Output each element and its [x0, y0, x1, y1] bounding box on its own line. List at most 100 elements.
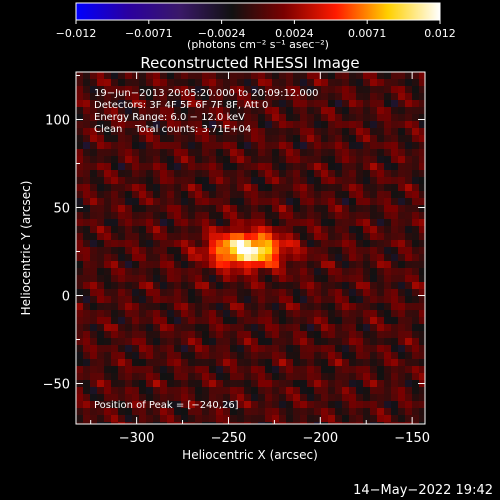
heatmap-cell	[237, 310, 244, 317]
heatmap-cell	[328, 359, 335, 366]
heatmap-cell	[195, 275, 202, 282]
heatmap-cell	[293, 191, 300, 198]
heatmap-cell	[230, 380, 237, 387]
heatmap-cell	[279, 345, 286, 352]
heatmap-cell	[153, 212, 160, 219]
heatmap-cell	[111, 142, 118, 149]
heatmap-cell	[300, 422, 307, 424]
heatmap-cell	[279, 247, 286, 254]
heatmap-cell	[391, 114, 398, 121]
heatmap-cell	[391, 128, 398, 135]
heatmap-cell	[125, 261, 132, 268]
heatmap-cell	[223, 282, 230, 289]
heatmap-cell	[195, 107, 202, 114]
heatmap-cell	[293, 296, 300, 303]
heatmap-cell	[335, 240, 342, 247]
heatmap-cell	[160, 226, 167, 233]
heatmap-cell	[230, 205, 237, 212]
heatmap-cell	[412, 128, 419, 135]
heatmap-cell	[265, 100, 272, 107]
heatmap-cell	[335, 233, 342, 240]
heatmap-cell	[216, 79, 223, 86]
heatmap-cell	[153, 233, 160, 240]
heatmap-cell	[216, 149, 223, 156]
heatmap-cell	[90, 387, 97, 394]
heatmap-cell	[209, 352, 216, 359]
heatmap-cell	[251, 149, 258, 156]
heatmap-cell	[146, 177, 153, 184]
heatmap-cell	[76, 212, 83, 219]
heatmap-cell	[195, 296, 202, 303]
heatmap-cell	[104, 317, 111, 324]
heatmap-cell	[391, 149, 398, 156]
heatmap-cell	[272, 282, 279, 289]
heatmap-cell	[286, 212, 293, 219]
heatmap-cell	[111, 191, 118, 198]
heatmap-cell	[244, 303, 251, 310]
heatmap-cell	[216, 128, 223, 135]
heatmap-cell	[307, 401, 314, 408]
heatmap-cell	[272, 107, 279, 114]
heatmap-cell	[139, 268, 146, 275]
heatmap-cell	[216, 170, 223, 177]
heatmap-cell	[244, 163, 251, 170]
heatmap-cell	[258, 86, 265, 93]
heatmap-cell	[384, 366, 391, 373]
heatmap-cell	[370, 415, 377, 422]
heatmap-cell	[356, 345, 363, 352]
heatmap-cell	[118, 254, 125, 261]
heatmap-cell	[188, 415, 195, 422]
heatmap-cell	[104, 240, 111, 247]
heatmap-cell	[174, 282, 181, 289]
heatmap-cell	[202, 184, 209, 191]
heatmap-cell	[195, 219, 202, 226]
heatmap-cell	[160, 303, 167, 310]
heatmap-cell	[230, 93, 237, 100]
heatmap-cell	[181, 142, 188, 149]
heatmap-cell	[370, 317, 377, 324]
heatmap-cell	[258, 408, 265, 415]
heatmap-cell	[314, 219, 321, 226]
heatmap-cell	[265, 254, 272, 261]
heatmap-cell	[244, 128, 251, 135]
heatmap-cell	[258, 352, 265, 359]
heatmap-cell	[265, 142, 272, 149]
heatmap-cell	[90, 338, 97, 345]
heatmap-cell	[384, 387, 391, 394]
heatmap-cell	[118, 401, 125, 408]
heatmap-cell	[90, 282, 97, 289]
heatmap-cell	[398, 100, 405, 107]
heatmap-cell	[167, 240, 174, 247]
heatmap-cell	[230, 177, 237, 184]
heatmap-cell	[83, 72, 90, 79]
heatmap-cell	[363, 212, 370, 219]
heatmap-cell	[307, 163, 314, 170]
y-axis-label: Heliocentric Y (arcsec)	[19, 181, 33, 316]
heatmap-cell	[132, 303, 139, 310]
heatmap-cell	[412, 135, 419, 142]
heatmap-cell	[90, 408, 97, 415]
heatmap-cell	[125, 289, 132, 296]
heatmap-cell	[370, 121, 377, 128]
heatmap-cell	[244, 282, 251, 289]
heatmap-cell	[300, 359, 307, 366]
heatmap-cell	[83, 142, 90, 149]
heatmap-cell	[258, 135, 265, 142]
heatmap-cell	[384, 247, 391, 254]
heatmap-cell	[167, 107, 174, 114]
heatmap-cell	[132, 282, 139, 289]
heatmap-cell	[153, 79, 160, 86]
heatmap-cell	[167, 408, 174, 415]
heatmap-cell	[391, 107, 398, 114]
heatmap-cell	[160, 345, 167, 352]
heatmap-cell	[111, 275, 118, 282]
heatmap-cell	[160, 352, 167, 359]
heatmap-cell	[111, 128, 118, 135]
heatmap-cell	[279, 86, 286, 93]
heatmap-cell	[83, 303, 90, 310]
heatmap-cell	[265, 289, 272, 296]
heatmap-cell	[328, 121, 335, 128]
heatmap-cell	[279, 191, 286, 198]
heatmap-cell	[244, 184, 251, 191]
heatmap-cell	[370, 268, 377, 275]
